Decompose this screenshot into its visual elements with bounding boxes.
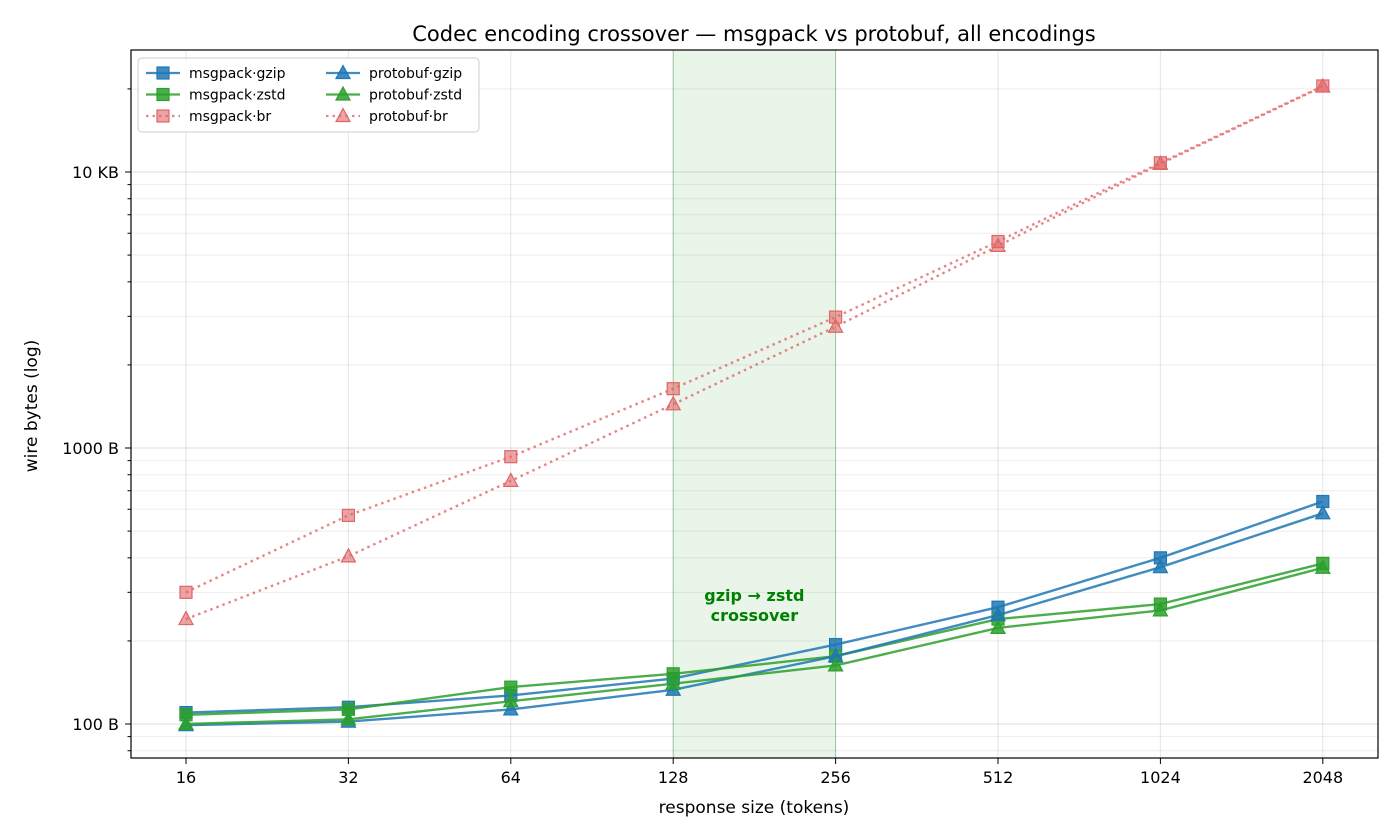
data-point: [177, 715, 195, 731]
data-point: [989, 619, 1007, 634]
x-axis-label: response size (tokens): [659, 798, 850, 818]
data-point: [340, 547, 357, 563]
x-tick-label: 16: [176, 768, 196, 787]
data-point: [665, 674, 682, 690]
data-point: [1314, 504, 1331, 520]
legend-label: protobuf·gzip: [369, 66, 462, 82]
chart-title: Codec encoding crossover — msgpack vs pr…: [412, 22, 1095, 46]
data-point: [341, 508, 355, 522]
legend: msgpack·gzip msgpack·zstd msgpack·br protob…: [137, 57, 480, 133]
x-tick-label: 32: [338, 768, 358, 787]
tick-layer: 16 32 64 128 256 512 1024 2048 100 B 1000 B 10 KB: [62, 88, 1343, 787]
data-point: [827, 317, 844, 333]
annotation-line: crossover: [711, 606, 799, 625]
data-point: [1314, 77, 1331, 93]
data-point: [665, 395, 682, 411]
data-point: [1152, 601, 1169, 617]
data-point: [340, 710, 357, 726]
data-point: [177, 610, 195, 626]
data-point: [1314, 559, 1331, 574]
series-protobuf-br: [177, 77, 1331, 626]
y-axis-label: wire bytes (log): [22, 340, 42, 473]
legend-marker: [334, 107, 352, 123]
legend-entry: msgpack·gzip: [146, 66, 286, 82]
data-point: [179, 585, 193, 599]
x-tick-label: 2048: [1302, 768, 1343, 787]
legend-label: msgpack·zstd: [189, 88, 286, 104]
legend-marker: [156, 87, 170, 102]
data-point: [504, 680, 518, 694]
legend-marker: [334, 64, 352, 80]
y-tick-label: 10 KB: [72, 163, 119, 182]
y-tick-label: 1000 B: [62, 439, 119, 458]
legend-label: protobuf·zstd: [369, 88, 462, 104]
legend-label: protobuf·br: [369, 109, 448, 125]
plot-frame: [130, 49, 1379, 759]
legend-entry: protobuf·gzip: [326, 64, 462, 82]
shaded-region: [673, 50, 836, 758]
data-point: [504, 450, 518, 464]
annotation-line: gzip → zstd: [704, 586, 804, 605]
series-line: [185, 85, 1324, 621]
series-line: [185, 512, 1324, 727]
x-tick-label: 64: [501, 768, 521, 787]
legend-entry: protobuf·zstd: [326, 85, 462, 104]
x-tick-label: 512: [983, 768, 1014, 787]
legend-entry: msgpack·br: [146, 109, 271, 125]
shaded-region-layer: [672, 50, 837, 758]
legend-marker: [334, 85, 352, 101]
x-tick-label: 256: [820, 768, 851, 787]
legend-label: msgpack·br: [189, 109, 271, 125]
series-line: [185, 562, 1324, 716]
data-point: [1152, 558, 1169, 574]
legend-label: msgpack·gzip: [189, 66, 286, 82]
legend-entry: msgpack·zstd: [146, 88, 286, 104]
legend-box: [137, 57, 480, 133]
series-protobuf-zstd: [177, 559, 1331, 731]
x-tick-label: 1024: [1140, 768, 1181, 787]
legend-entry: protobuf·br: [326, 107, 448, 125]
series-line: [185, 84, 1324, 594]
legend-marker: [156, 109, 170, 123]
crossover-annotation: gzip → zstd crossover: [704, 586, 804, 625]
series-line: [185, 566, 1324, 726]
data-point: [1152, 155, 1169, 170]
data-point: [502, 472, 519, 487]
legend-marker: [156, 66, 170, 80]
x-tick-label: 128: [658, 768, 689, 787]
data-point: [827, 656, 844, 672]
data-point: [502, 692, 519, 708]
data-point: [666, 382, 680, 396]
series-layer: [177, 77, 1331, 732]
annotation-layer: gzip → zstd crossover: [704, 586, 804, 625]
y-tick-label: 100 B: [72, 715, 119, 734]
data-point: [989, 237, 1007, 252]
data-point: [502, 700, 519, 716]
